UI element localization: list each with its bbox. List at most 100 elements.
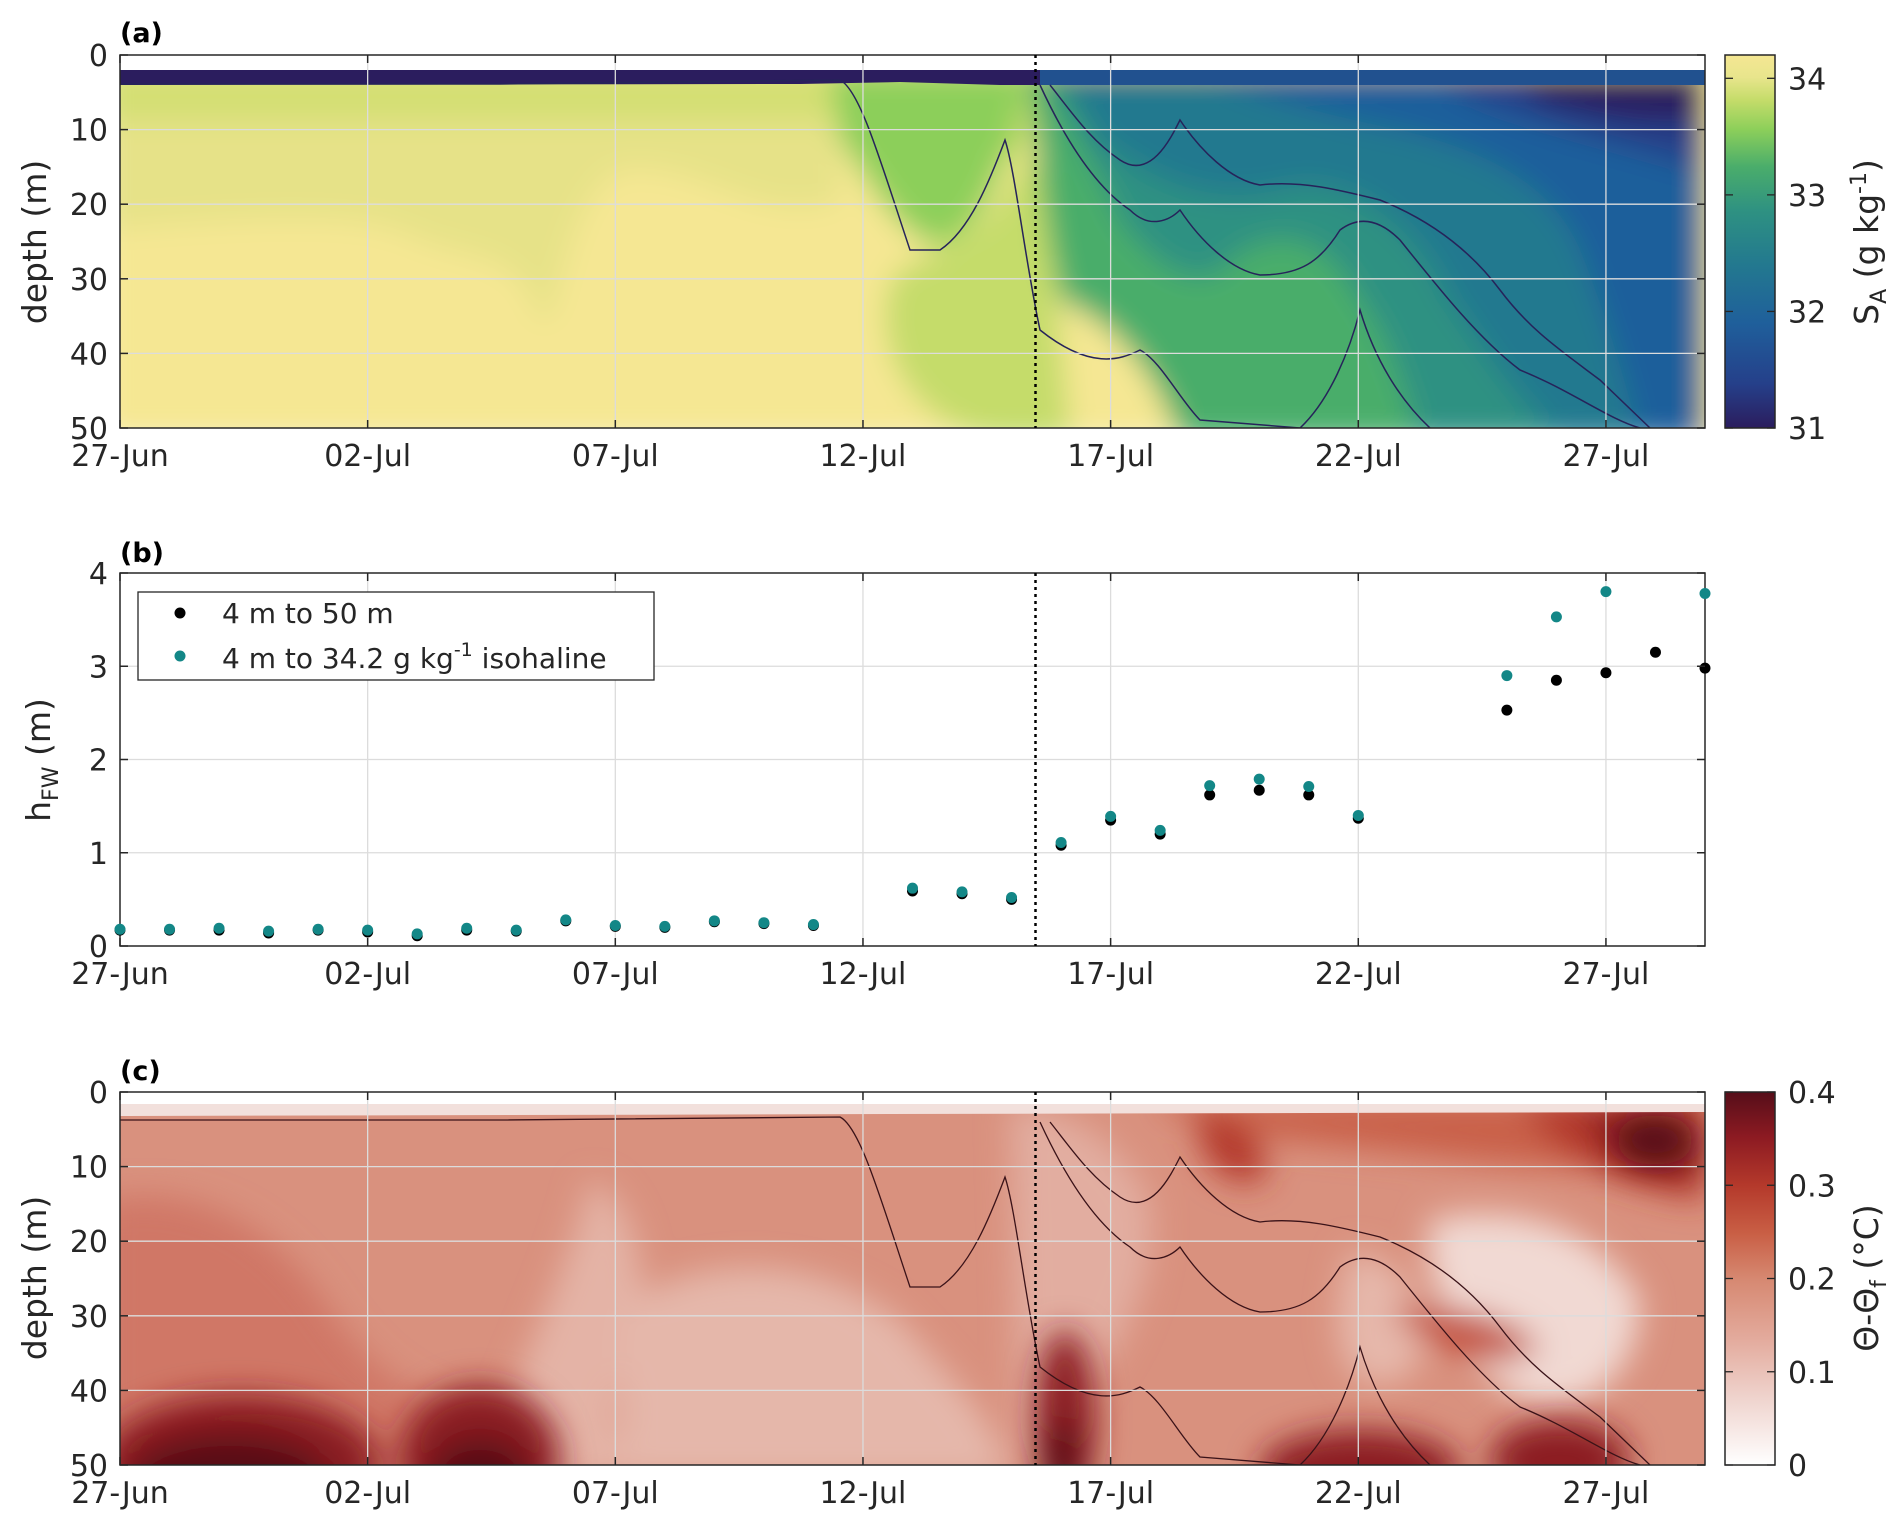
point-4m-to-isohaline: [510, 924, 522, 936]
point-4m-to-50m: [1303, 789, 1315, 801]
y-tick-label: 0: [89, 1076, 108, 1111]
grid-a: [120, 55, 1705, 428]
point-4m-to-isohaline: [1600, 586, 1612, 598]
colorbar-tick-label: 32: [1788, 295, 1826, 330]
y-tick-label: 10: [70, 1151, 108, 1186]
point-4m-to-isohaline: [956, 886, 968, 898]
point-4m-to-isohaline: [659, 920, 671, 932]
x-ticks-a: 27-Jun 02-Jul 07-Jul 12-Jul 17-Jul 22-Jul 27-J…: [71, 55, 1649, 474]
colorbar-tick-label: 0.1: [1788, 1356, 1836, 1391]
colorbar-c-title: Θ-Θf (°C): [1847, 1204, 1892, 1351]
x-tick-label: 17-Jul: [1067, 439, 1154, 474]
y-tick-label: 10: [70, 114, 108, 149]
y-tick-label: 40: [70, 337, 108, 372]
legend-marker-black: [174, 607, 186, 619]
temperature-field: [120, 1092, 1705, 1465]
point-4m-to-isohaline: [708, 915, 720, 927]
colorbar-a-title: SA (g kg-1): [1847, 159, 1892, 325]
legend-box: [137, 591, 655, 681]
point-4m-to-isohaline: [1006, 892, 1018, 904]
y-tick-label: 3: [89, 650, 108, 685]
colorbar-c: [1725, 1092, 1775, 1465]
colorbar-tick-label: 0: [1788, 1449, 1807, 1484]
x-tick-label: 07-Jul: [572, 1476, 659, 1511]
x-tick-label: 02-Jul: [324, 439, 411, 474]
y-ticks-a: 0 10 20 30 40 50: [70, 39, 1705, 447]
point-4m-to-isohaline: [1204, 780, 1216, 792]
colorbar-tick-label: 31: [1788, 412, 1826, 447]
y-ticks-c: 0 10 20 30 40 50: [70, 1076, 1705, 1484]
axes-frame-c: [119, 1091, 1706, 1466]
x-tick-label: 27-Jun: [71, 1476, 169, 1511]
x-tick-label: 27-Jul: [1563, 1476, 1650, 1511]
legend-b: 4 m to 50 m 4 m to 34.2 g kg-1 isohaline: [137, 591, 655, 681]
point-4m-to-50m: [1204, 789, 1216, 801]
y-tick-label: 20: [70, 1225, 108, 1260]
point-4m-to-isohaline: [1699, 588, 1711, 600]
point-4m-to-isohaline: [1154, 824, 1166, 836]
x-tick-label: 12-Jul: [820, 957, 907, 992]
point-4m-to-isohaline: [1303, 781, 1315, 793]
panel-c-temperature: 0 10 20 30 40 50 27-Jun 02-Jul 07-Jul 12-Jul 17-J…: [15, 1056, 1892, 1511]
colorbar-a-ticks: 34 33 32 31: [1725, 62, 1826, 447]
point-4m-to-isohaline: [807, 919, 819, 931]
grid-c: [120, 1092, 1705, 1465]
x-tick-label: 12-Jul: [820, 1476, 907, 1511]
y-axis-label-c: depth (m): [15, 1196, 54, 1360]
colorbar-tick-label: 0.2: [1788, 1263, 1836, 1298]
panel-a-salinity: 0 10 20 30 40 50 27-Jun 02-Jul 07-Jul 12-Jul 17-J…: [15, 18, 1892, 474]
x-tick-label: 07-Jul: [572, 439, 659, 474]
point-4m-to-isohaline: [312, 923, 324, 935]
point-4m-to-isohaline: [907, 882, 918, 894]
x-tick-label: 12-Jul: [820, 439, 907, 474]
y-axis-label-a: depth (m): [15, 160, 54, 324]
x-tick-label: 22-Jul: [1315, 957, 1402, 992]
point-4m-to-isohaline: [1550, 611, 1562, 623]
y-tick-label: 50: [70, 1449, 108, 1484]
x-tick-label: 02-Jul: [324, 957, 411, 992]
x-tick-label: 22-Jul: [1315, 1476, 1402, 1511]
point-4m-to-isohaline: [560, 914, 572, 926]
y-tick-label: 2: [89, 744, 108, 779]
x-tick-label: 27-Jul: [1563, 439, 1650, 474]
point-4m-to-isohaline: [1055, 836, 1067, 848]
x-tick-label: 22-Jul: [1315, 439, 1402, 474]
point-4m-to-isohaline: [114, 923, 126, 935]
panel-b-freshwater-height: 0 1 2 3 4 27-Jun 02-Jul 07-Jul 12-Jul 17-Jul 22-J…: [19, 538, 1711, 992]
y-tick-label: 1: [89, 837, 108, 872]
point-4m-to-50m: [1501, 704, 1513, 716]
point-4m-to-50m: [1600, 667, 1612, 679]
temperature-contours: [120, 1116, 1651, 1465]
legend-marker-teal: [174, 650, 186, 662]
x-tick-label: 17-Jul: [1067, 1476, 1154, 1511]
y-tick-label: 20: [70, 188, 108, 223]
point-4m-to-isohaline: [1253, 773, 1265, 785]
x-ticks-b: 27-Jun 02-Jul 07-Jul 12-Jul 17-Jul 22-Jul 27-J…: [71, 573, 1649, 992]
y-tick-label: 30: [70, 1300, 108, 1335]
salinity-field: [120, 55, 1705, 428]
point-4m-to-50m: [1699, 662, 1711, 674]
x-tick-label: 27-Jul: [1563, 957, 1650, 992]
panel-label-b: (b): [120, 538, 164, 569]
x-tick-label: 27-Jun: [71, 439, 169, 474]
x-tick-label: 17-Jul: [1067, 957, 1154, 992]
y-ticks-b: 0 1 2 3 4: [89, 557, 1705, 965]
y-tick-label: 40: [70, 1374, 108, 1409]
point-4m-to-isohaline: [1352, 809, 1364, 821]
point-4m-to-isohaline: [1501, 670, 1513, 682]
point-4m-to-isohaline: [164, 923, 176, 935]
legend-label-1: 4 m to 50 m: [222, 597, 394, 630]
point-4m-to-isohaline: [758, 917, 770, 929]
point-4m-to-50m: [1649, 646, 1661, 658]
point-4m-to-isohaline: [411, 928, 423, 940]
colorbar-a: [1725, 55, 1775, 428]
y-tick-label: 30: [70, 263, 108, 298]
y-tick-label: 0: [89, 930, 108, 965]
x-tick-label: 27-Jun: [71, 957, 169, 992]
x-tick-label: 07-Jul: [572, 957, 659, 992]
point-4m-to-isohaline: [461, 922, 473, 934]
point-4m-to-isohaline: [1105, 810, 1117, 822]
y-tick-label: 50: [70, 412, 108, 447]
x-tick-label: 02-Jul: [324, 1476, 411, 1511]
